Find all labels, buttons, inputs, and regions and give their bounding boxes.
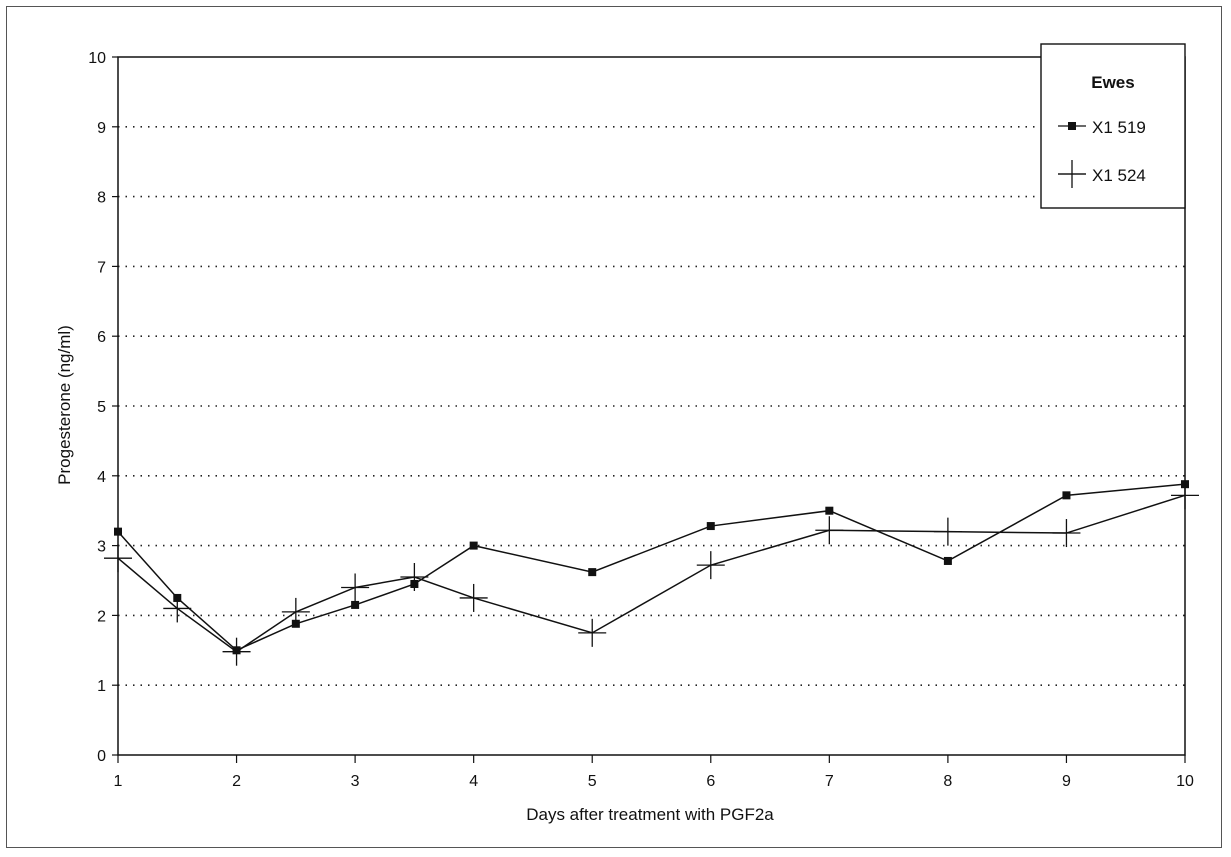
point-marker <box>1052 519 1081 548</box>
legend-item: X1 519 <box>1058 118 1146 137</box>
point-marker <box>588 568 597 577</box>
point-marker <box>696 551 725 580</box>
y-tick-label: 3 <box>97 539 106 556</box>
point-marker <box>933 517 962 546</box>
point-marker <box>825 506 834 515</box>
legend-label: X1 519 <box>1092 118 1146 137</box>
x-tick-label: 9 <box>1062 773 1071 790</box>
point-marker <box>163 594 192 623</box>
legend: Ewes X1 519 X1 524 <box>1040 43 1186 209</box>
point-marker <box>1068 122 1076 130</box>
x-tick-label: 2 <box>232 773 241 790</box>
grid-lines <box>118 126 1185 687</box>
x-tick-label: 7 <box>825 773 834 790</box>
legend-label: X1 524 <box>1092 166 1146 185</box>
point-marker <box>1058 160 1086 188</box>
point-marker <box>104 544 132 573</box>
legend-title: Ewes <box>1091 73 1134 92</box>
point-marker <box>341 573 370 602</box>
point-marker <box>706 522 715 531</box>
x-tick-label: 1 <box>114 773 123 790</box>
y-tick-label: 7 <box>97 259 106 276</box>
point-marker <box>281 597 310 626</box>
point-marker <box>459 583 488 612</box>
point-marker <box>1171 481 1199 510</box>
point-marker <box>943 556 952 565</box>
point-marker <box>578 618 607 647</box>
y-tick-label: 1 <box>97 678 106 695</box>
y-tick-label: 5 <box>97 399 106 416</box>
y-axis-label: Progesterone (ng/ml) <box>55 325 74 485</box>
series-1 <box>114 480 1189 655</box>
x-tick-label: 6 <box>706 773 715 790</box>
x-tick-label: 4 <box>469 773 478 790</box>
point-marker <box>400 563 429 592</box>
y-tick-label: 6 <box>97 329 106 346</box>
point-marker <box>222 637 251 666</box>
x-axis-label: Days after treatment with PGF2a <box>526 805 774 824</box>
point-marker <box>815 516 844 545</box>
point-marker <box>1062 491 1071 500</box>
x-tick-label: 5 <box>588 773 597 790</box>
legend-item: X1 524 <box>1058 160 1146 188</box>
series-group <box>104 480 1199 666</box>
series-2 <box>104 481 1199 666</box>
point-marker <box>469 541 478 550</box>
y-tick-label: 9 <box>97 120 106 137</box>
x-tick-label: 10 <box>1176 773 1194 790</box>
x-tick-label: 8 <box>943 773 952 790</box>
x-tick-label: 3 <box>351 773 360 790</box>
y-tick-label: 8 <box>97 190 106 207</box>
y-tick-label: 4 <box>97 469 106 486</box>
y-tick-label: 2 <box>97 608 106 625</box>
point-marker <box>114 527 122 536</box>
y-tick-label: 0 <box>97 748 106 765</box>
point-marker <box>351 600 360 609</box>
series-line <box>117 483 1186 652</box>
chart-frame <box>6 6 1222 848</box>
y-tick-label: 10 <box>88 50 106 67</box>
